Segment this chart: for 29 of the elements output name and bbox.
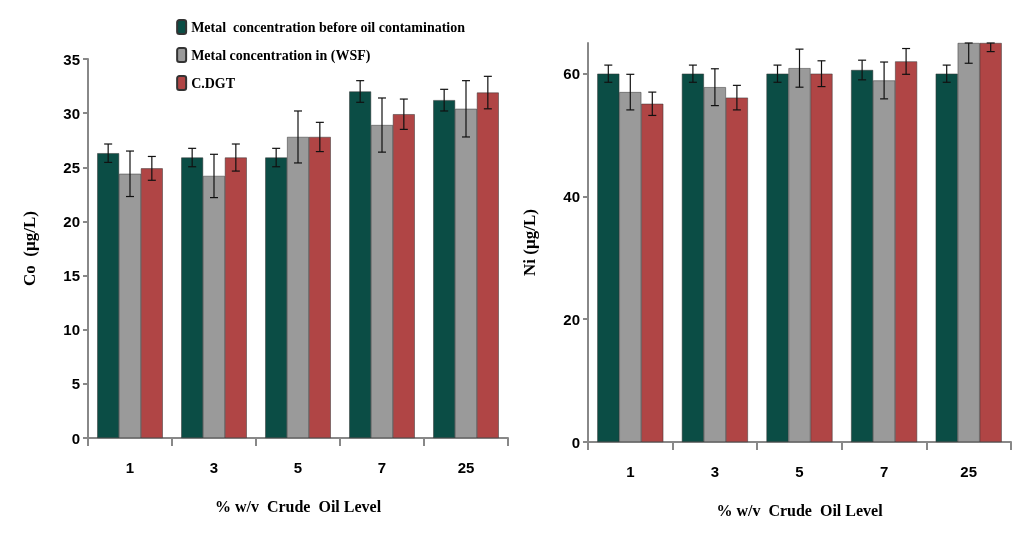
y-tick-label: 30 [63,104,80,122]
y-tick-label: 10 [63,321,80,339]
y-tick-label: 20 [563,310,580,328]
y-tick-label: 5 [71,375,80,393]
x-tick-label: 5 [795,463,804,480]
legend-label: C.DGT [191,75,236,91]
x-tick-label: 7 [377,459,387,476]
y-axis-title: Ni (µg/L) [520,209,539,276]
x-tick-label: 3 [209,459,219,476]
y-tick-label: 0 [71,429,80,447]
y-tick-label: 0 [571,433,580,451]
y-tick-label: 35 [63,50,80,68]
y-tick-label: 25 [63,158,80,176]
legend-label: Metal concentration before oil contamination [191,19,466,35]
x-tick-label: 1 [626,463,635,480]
x-tick-label: 25 [960,463,978,480]
x-tick-label: 3 [710,463,720,480]
legend-label: Metal concentration in (WSF) [191,47,371,64]
x-tick-label: 7 [879,463,889,480]
x-tick-label: 1 [125,459,135,476]
x-axis-title: % w/v Crude Oil Level [716,501,884,519]
y-axis-title: Co (µg/L) [20,211,39,286]
x-axis-title: % w/v Crude Oil Level [214,497,382,515]
x-tick-label: 25 [457,459,475,476]
y-tick-label: 40 [563,187,580,205]
y-tick-label: 20 [63,212,80,230]
y-tick-label: 60 [563,65,580,83]
y-tick-label: 15 [63,267,80,285]
x-tick-label: 5 [293,459,303,476]
